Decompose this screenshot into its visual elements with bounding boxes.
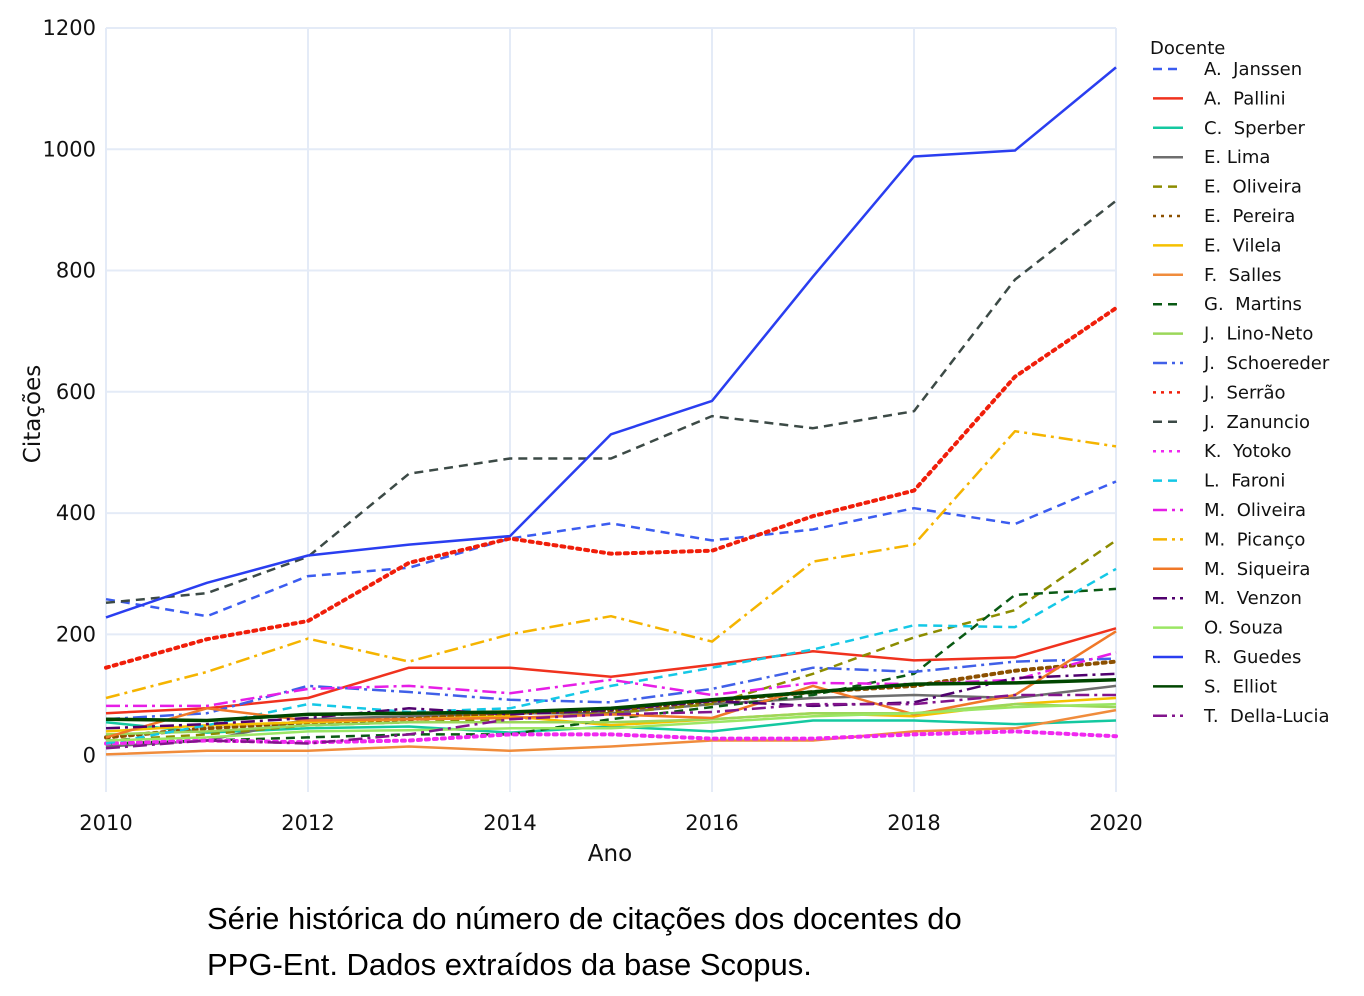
series-line-0	[105, 480, 1117, 618]
legend-label-14: L. Faroni	[1204, 471, 1285, 492]
legend: Docente A. Janssen A. Pallini C. Sperber E.…	[1150, 38, 1330, 727]
legend-label-5: E. Pereira	[1204, 206, 1295, 227]
y-tick-1200: 1200	[43, 16, 96, 40]
legend-label-15: M. Oliveira	[1204, 500, 1306, 521]
legend-label-12: J. Zanuncio	[1203, 412, 1310, 433]
legend-label-4: E. Oliveira	[1204, 177, 1302, 198]
legend-label-18: M. Venzon	[1204, 588, 1302, 609]
series-line-14	[105, 567, 1117, 745]
y-tick-0: 0	[83, 744, 96, 768]
y-tick-800: 800	[56, 259, 96, 283]
legend-label-1: A. Pallini	[1204, 88, 1286, 109]
x-axis-title: Ano	[588, 841, 632, 867]
series-line-7	[105, 708, 1117, 756]
legend-label-9: J. Lino-Neto	[1203, 324, 1313, 345]
legend-label-6: E. Vilela	[1204, 235, 1282, 256]
y-axis-ticks: 0 200 400 600 800 1000 1200	[43, 16, 96, 768]
series-line-16	[105, 429, 1117, 700]
legend-label-22: T. Della-Lucia	[1203, 706, 1330, 727]
y-tick-200: 200	[56, 622, 96, 646]
legend-label-8: G. Martins	[1204, 294, 1302, 315]
legend-label-13: K. Yotoko	[1204, 441, 1291, 462]
series-line-22	[105, 693, 1116, 750]
legend-label-3: E. Lima	[1204, 147, 1270, 168]
series-line-21	[105, 678, 1117, 723]
series-line-8	[105, 587, 1117, 745]
x-tick-2014: 2014	[483, 811, 536, 835]
y-tick-1000: 1000	[43, 137, 96, 161]
figure-caption: Série histórica do número de citações do…	[207, 896, 1137, 988]
series-line-1	[105, 627, 1117, 715]
caption-line-1: Série histórica do número de citações do…	[207, 901, 962, 936]
legend-label-2: C. Sperber	[1204, 118, 1306, 139]
x-tick-2016: 2016	[685, 811, 738, 835]
legend-label-10: J. Schoereder	[1203, 353, 1330, 374]
legend-label-16: M. Picanço	[1204, 529, 1305, 550]
legend-label-17: M. Siqueira	[1204, 559, 1310, 580]
x-tick-2018: 2018	[887, 811, 940, 835]
y-tick-600: 600	[56, 380, 96, 404]
legend-title: Docente	[1150, 38, 1225, 59]
y-axis-title: Citações	[20, 365, 46, 463]
x-tick-2012: 2012	[281, 811, 334, 835]
series-lines	[104, 66, 1118, 756]
legend-label-21: S. Elliot	[1204, 676, 1277, 697]
series-line-20	[105, 66, 1117, 619]
series-line-12	[105, 199, 1117, 605]
series-line-19	[105, 702, 1117, 742]
legend-label-11: J. Serrão	[1203, 382, 1286, 403]
x-tick-2020: 2020	[1089, 811, 1142, 835]
x-tick-2010: 2010	[79, 811, 132, 835]
x-axis-ticks: 2010 2012 2014 2016 2018 2020	[79, 811, 1142, 835]
series-line-11	[104, 306, 1118, 670]
y-tick-400: 400	[56, 501, 96, 525]
legend-label-7: F. Salles	[1204, 265, 1282, 286]
series-line-18	[105, 672, 1117, 730]
legend-label-20: R. Guedes	[1204, 647, 1301, 668]
legend-label-0: A. Janssen	[1204, 59, 1302, 80]
legend-label-19: O. Souza	[1204, 618, 1283, 639]
caption-line-2: PPG-Ent. Dados extraídos da base Scopus.	[207, 946, 812, 982]
